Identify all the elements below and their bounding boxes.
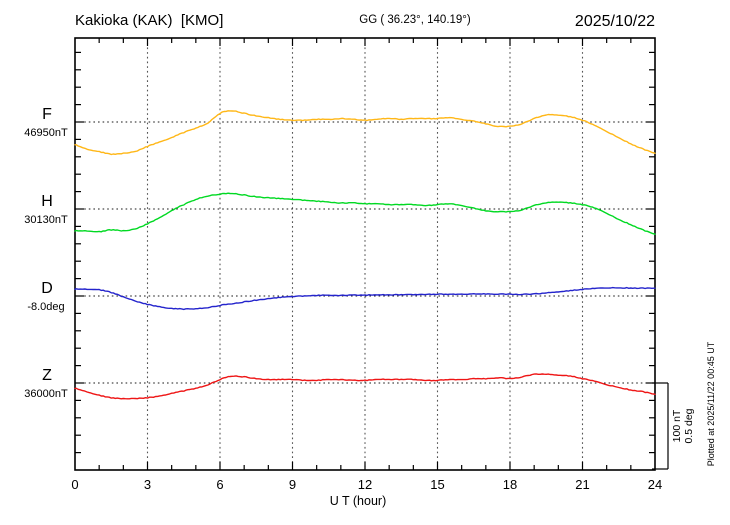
x-tick-label: 24 [648, 477, 662, 492]
plotted-at-note: Plotted at 2025/11/22 00:45 UT [706, 341, 716, 466]
scale-bar-label-deg: 0.5 deg [683, 408, 695, 443]
channel-base-F: 46950nT [24, 127, 68, 139]
x-tick-label: 15 [430, 477, 444, 492]
x-tick-label: 6 [216, 477, 223, 492]
plot-date: 2025/10/22 [575, 13, 655, 30]
channel-letter-F: F [42, 106, 52, 123]
x-tick-label: 21 [575, 477, 589, 492]
trace-H [74, 192, 656, 235]
x-tick-label: 12 [358, 477, 372, 492]
channel-letter-Z: Z [42, 367, 52, 384]
trace-Z [74, 373, 656, 400]
geographic-coords: GG ( 36.23°, 140.19°) [359, 14, 471, 26]
station-title: Kakioka (KAK) [KMO] [75, 12, 223, 29]
x-tick-label: 18 [503, 477, 517, 492]
plot-area: 0 3 6 9 12 15 18 21 24 F 46950nT H 30130nT D -8.0deg Z 3… [24, 37, 662, 492]
scale-bar [652, 382, 669, 470]
scale-bar-label-nt: 100 nT [671, 409, 683, 442]
x-axis-label: U T (hour) [330, 494, 387, 508]
x-tick-label: 0 [71, 477, 78, 492]
trace-F [74, 110, 656, 156]
trace-D [74, 286, 656, 311]
channel-letter-H: H [41, 193, 53, 210]
channel-base-H: 30130nT [24, 214, 68, 226]
channel-base-D: -8.0deg [27, 301, 64, 313]
channel-base-Z: 36000nT [24, 388, 68, 400]
x-tick-label: 3 [144, 477, 151, 492]
x-tick-label: 9 [289, 477, 296, 492]
channel-letter-D: D [41, 280, 53, 297]
